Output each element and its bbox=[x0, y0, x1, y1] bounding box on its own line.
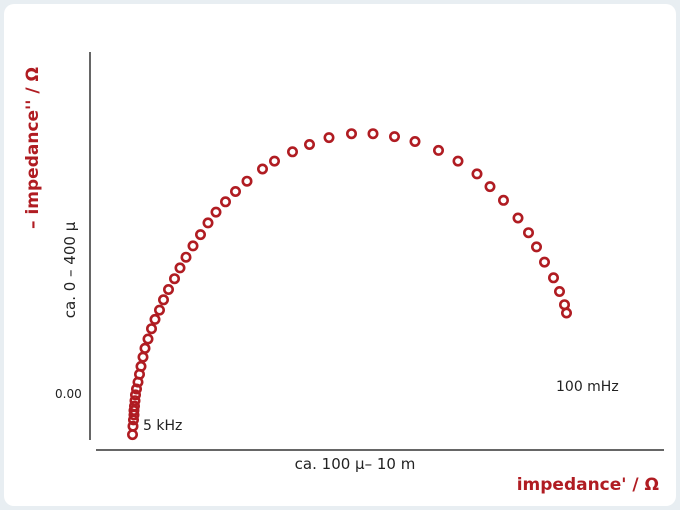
data-point bbox=[268, 155, 280, 167]
data-point bbox=[220, 196, 232, 208]
data-point bbox=[163, 283, 175, 295]
data-point bbox=[158, 294, 170, 306]
data-point bbox=[139, 342, 151, 354]
data-point bbox=[202, 217, 214, 229]
data-point bbox=[180, 251, 192, 263]
data-point bbox=[210, 206, 222, 218]
y-range-label: ca. 0 – 400 μ bbox=[61, 221, 79, 318]
x-range-label: ca. 100 μ– 10 m bbox=[295, 455, 416, 473]
data-point bbox=[149, 313, 161, 325]
data-point bbox=[560, 307, 572, 319]
data-point bbox=[230, 186, 242, 198]
data-point bbox=[345, 128, 357, 140]
data-point bbox=[432, 144, 444, 156]
data-point bbox=[130, 389, 142, 401]
data-point bbox=[129, 400, 141, 412]
y-zero-tick-label: 0.00 bbox=[55, 387, 82, 401]
data-point bbox=[127, 420, 139, 432]
data-point bbox=[538, 256, 550, 268]
data-point bbox=[174, 262, 186, 274]
data-point bbox=[187, 240, 199, 252]
data-point bbox=[409, 136, 421, 148]
data-point bbox=[388, 131, 400, 143]
data-point bbox=[367, 128, 379, 140]
data-point bbox=[484, 181, 496, 193]
data-point bbox=[241, 175, 253, 187]
data-point bbox=[129, 395, 141, 407]
data-point bbox=[303, 139, 315, 151]
data-point bbox=[195, 229, 207, 241]
data-point bbox=[146, 323, 158, 335]
data-point bbox=[530, 241, 542, 253]
annotation-5khz: 5 kHz bbox=[143, 418, 182, 434]
data-point bbox=[137, 351, 149, 363]
data-point bbox=[135, 360, 147, 372]
data-point bbox=[323, 132, 335, 144]
chart-card bbox=[4, 4, 676, 506]
y-axis-title: – impedance'' / Ω bbox=[23, 67, 43, 229]
data-point bbox=[522, 227, 534, 239]
data-point bbox=[128, 404, 140, 416]
data-point bbox=[497, 194, 509, 206]
data-point bbox=[286, 146, 298, 158]
data-point bbox=[547, 272, 559, 284]
data-point bbox=[471, 168, 483, 180]
data-point bbox=[512, 212, 524, 224]
data-point bbox=[142, 333, 154, 345]
data-point bbox=[256, 163, 268, 175]
data-point bbox=[452, 155, 464, 167]
annotation-100mhz: 100 mHz bbox=[556, 379, 619, 395]
x-axis-title: impedance' / Ω bbox=[517, 475, 659, 495]
data-point bbox=[553, 285, 565, 297]
data-point bbox=[154, 304, 166, 316]
data-point bbox=[169, 273, 181, 285]
data-points bbox=[127, 128, 572, 441]
